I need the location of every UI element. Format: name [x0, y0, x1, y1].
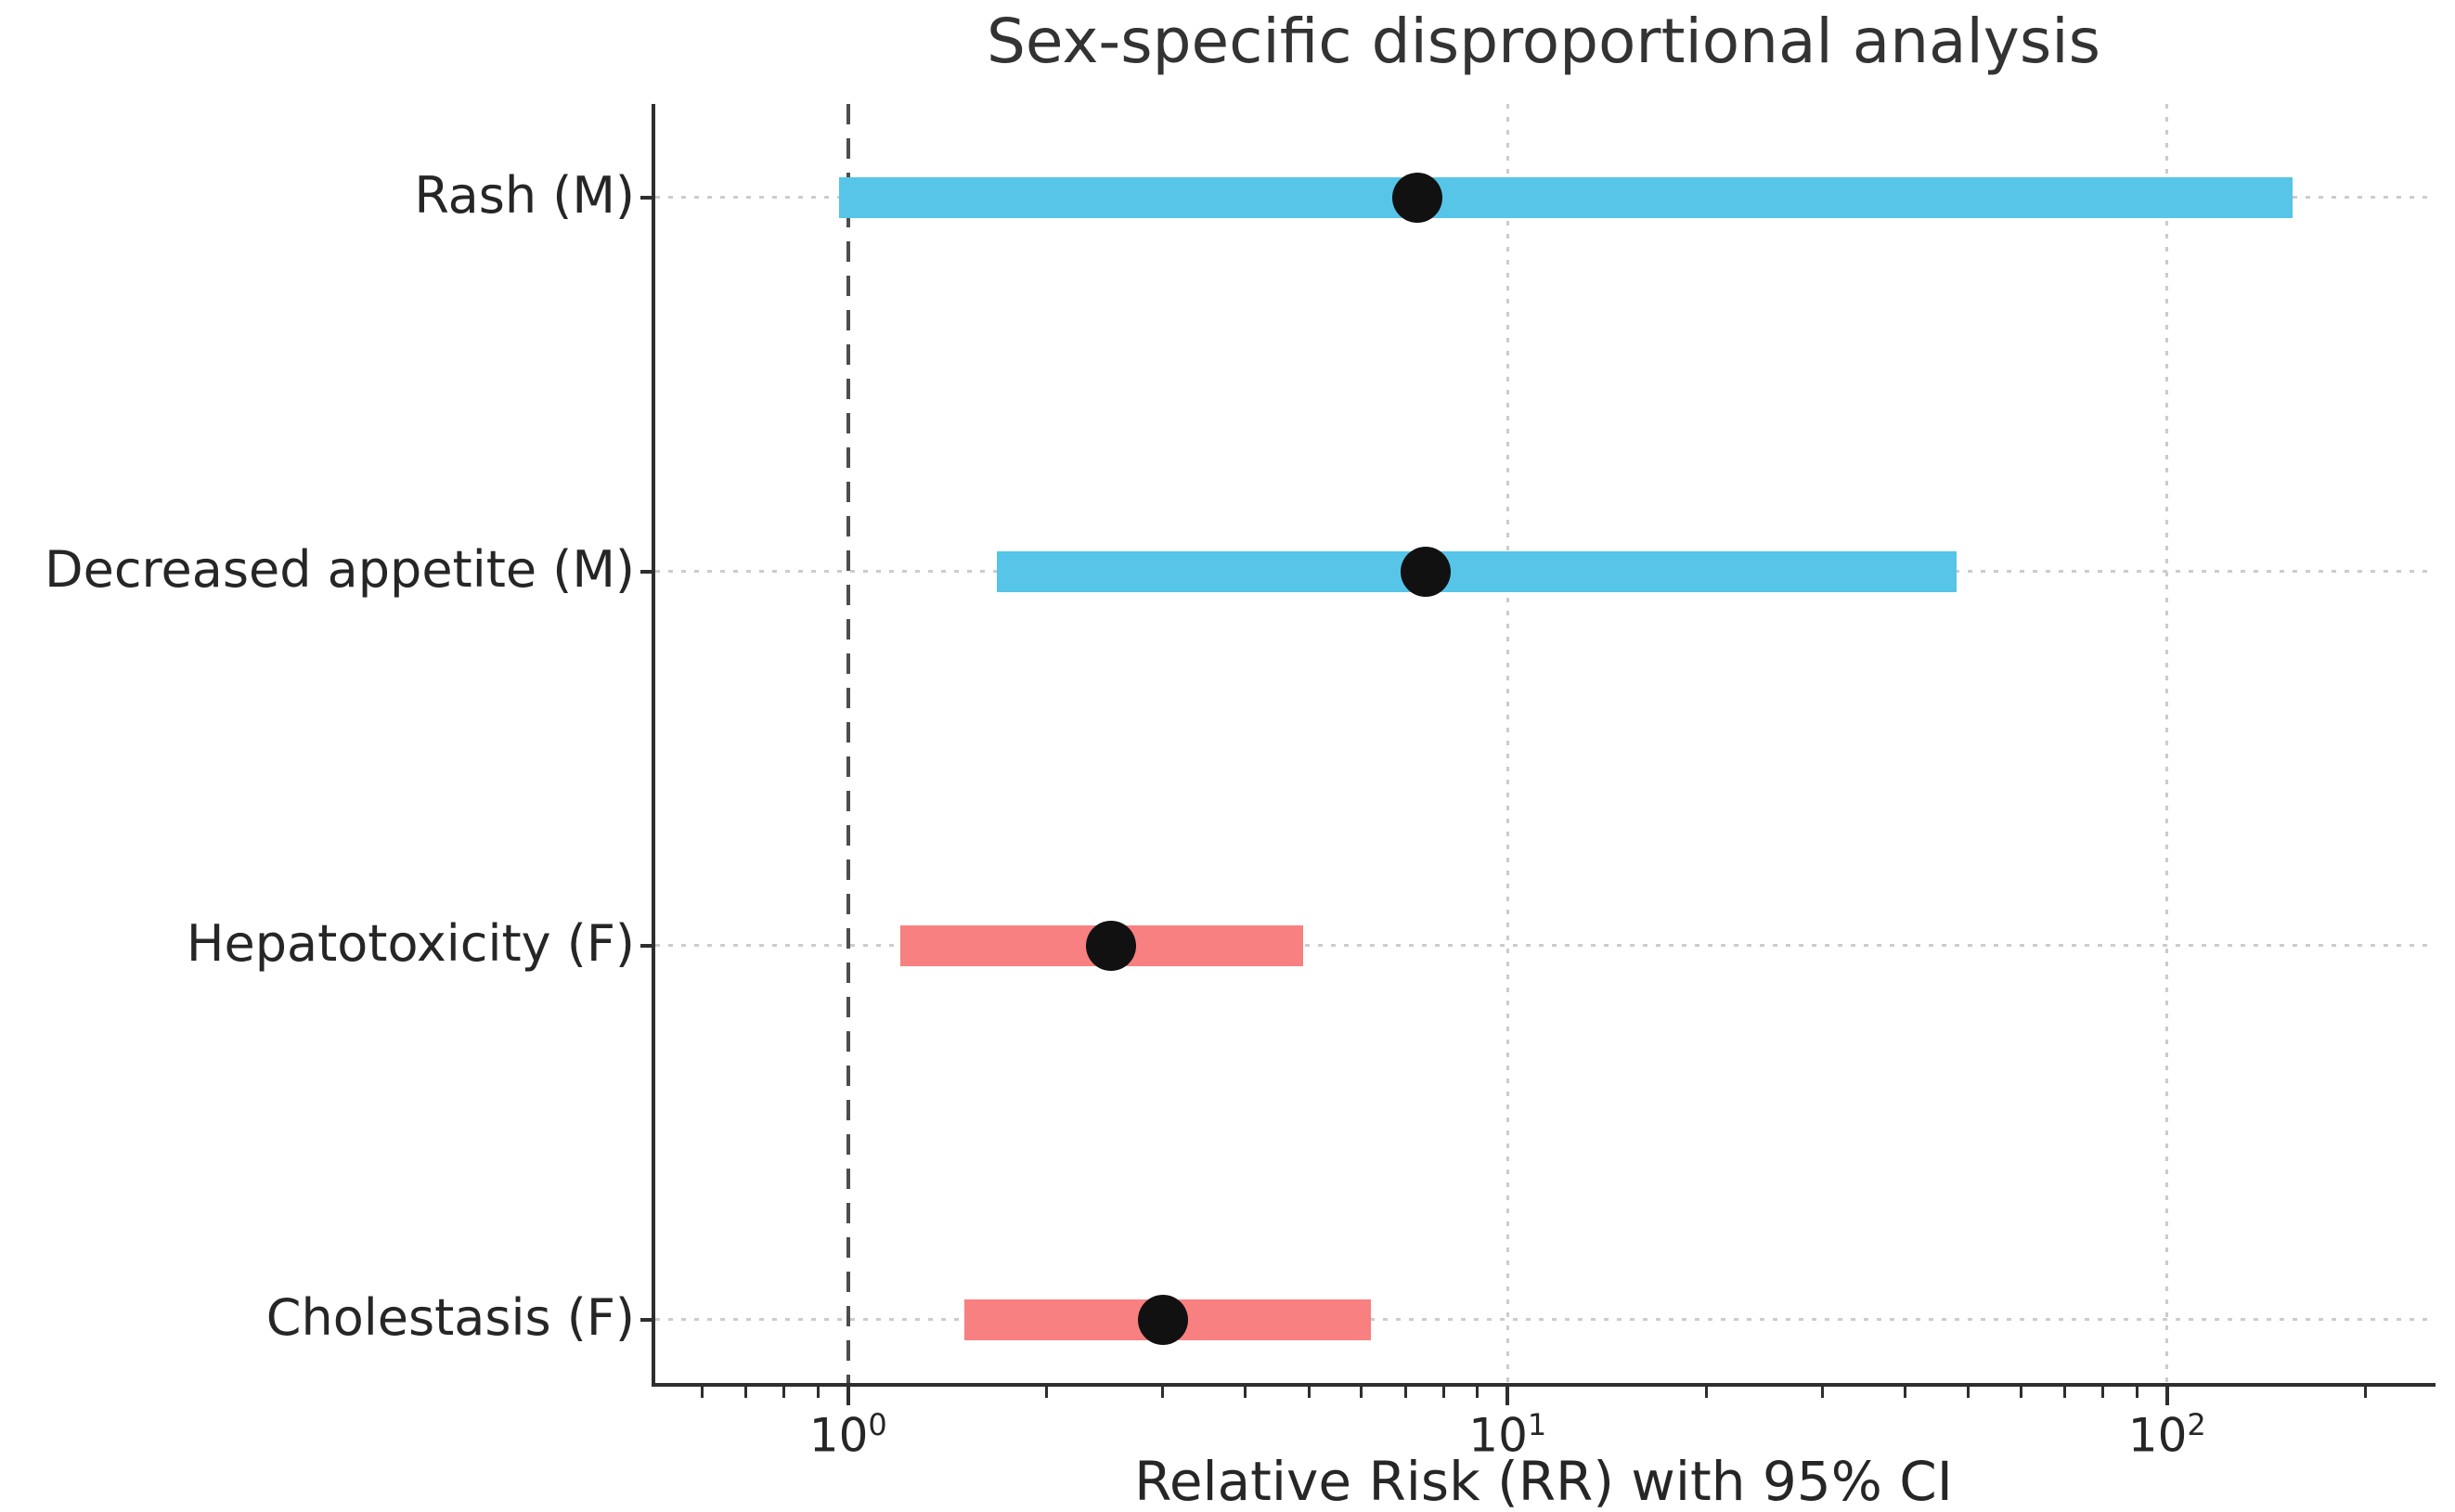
x-axis-minor-tick [2019, 1387, 2022, 1398]
y-axis-tick [640, 1317, 655, 1322]
x-axis-major-tick [2164, 1387, 2169, 1405]
chart-title: Sex-specific disproportional analysis [987, 6, 2100, 77]
x-axis-minor-tick [1161, 1387, 1165, 1398]
point-estimate-dot [1137, 1294, 1188, 1345]
ci-bar [996, 550, 1958, 592]
x-axis-minor-tick [2101, 1387, 2105, 1398]
x-axis-minor-tick [1045, 1387, 1049, 1398]
point-estimate-dot [1085, 920, 1136, 971]
x-axis-minor-tick [700, 1387, 704, 1398]
category-label: Hepatotoxicity (F) [186, 913, 635, 973]
x-axis-minor-tick [1441, 1387, 1445, 1398]
category-label: Rash (M) [414, 165, 635, 225]
gridline-vertical [1505, 104, 1509, 1383]
y-axis-tick [640, 195, 655, 200]
gridline-horizontal [655, 1318, 2432, 1321]
x-axis-tick-label: 102 [2127, 1407, 2206, 1463]
x-axis-minor-tick [2135, 1387, 2138, 1398]
x-axis-minor-tick [1476, 1387, 1479, 1398]
x-axis-minor-tick [1903, 1387, 1906, 1398]
x-axis-minor-tick [1820, 1387, 1824, 1398]
y-axis-tick [640, 943, 655, 948]
x-axis-tick-label: 100 [808, 1407, 887, 1463]
x-axis-label: Relative Risk (RR) with 95% CI [1134, 1450, 1953, 1512]
x-axis-minor-tick [2364, 1387, 2368, 1398]
x-axis-minor-tick [2063, 1387, 2067, 1398]
ci-bar [839, 176, 2293, 218]
category-label: Decreased appetite (M) [45, 539, 635, 599]
reference-line [846, 104, 850, 1383]
point-estimate-dot [1392, 172, 1443, 223]
point-estimate-dot [1400, 546, 1451, 597]
x-axis-spine [652, 1383, 2436, 1387]
x-axis-minor-tick [1244, 1387, 1247, 1398]
gridline-vertical [2165, 104, 2169, 1383]
category-label: Cholestasis (F) [265, 1287, 635, 1347]
gridline-horizontal [655, 944, 2432, 948]
y-axis-tick [640, 569, 655, 574]
x-axis-minor-tick [816, 1387, 820, 1398]
x-axis-minor-tick [1360, 1387, 1363, 1398]
y-axis-spine [652, 104, 655, 1387]
x-axis-major-tick [846, 1387, 850, 1405]
x-axis-minor-tick [1403, 1387, 1407, 1398]
x-axis-minor-tick [782, 1387, 786, 1398]
x-axis-minor-tick [1704, 1387, 1708, 1398]
x-axis-minor-tick [1967, 1387, 1970, 1398]
x-axis-minor-tick [744, 1387, 748, 1398]
x-axis-minor-tick [1307, 1387, 1311, 1398]
x-axis-tick-label: 101 [1468, 1407, 1547, 1463]
x-axis-major-tick [1505, 1387, 1510, 1405]
